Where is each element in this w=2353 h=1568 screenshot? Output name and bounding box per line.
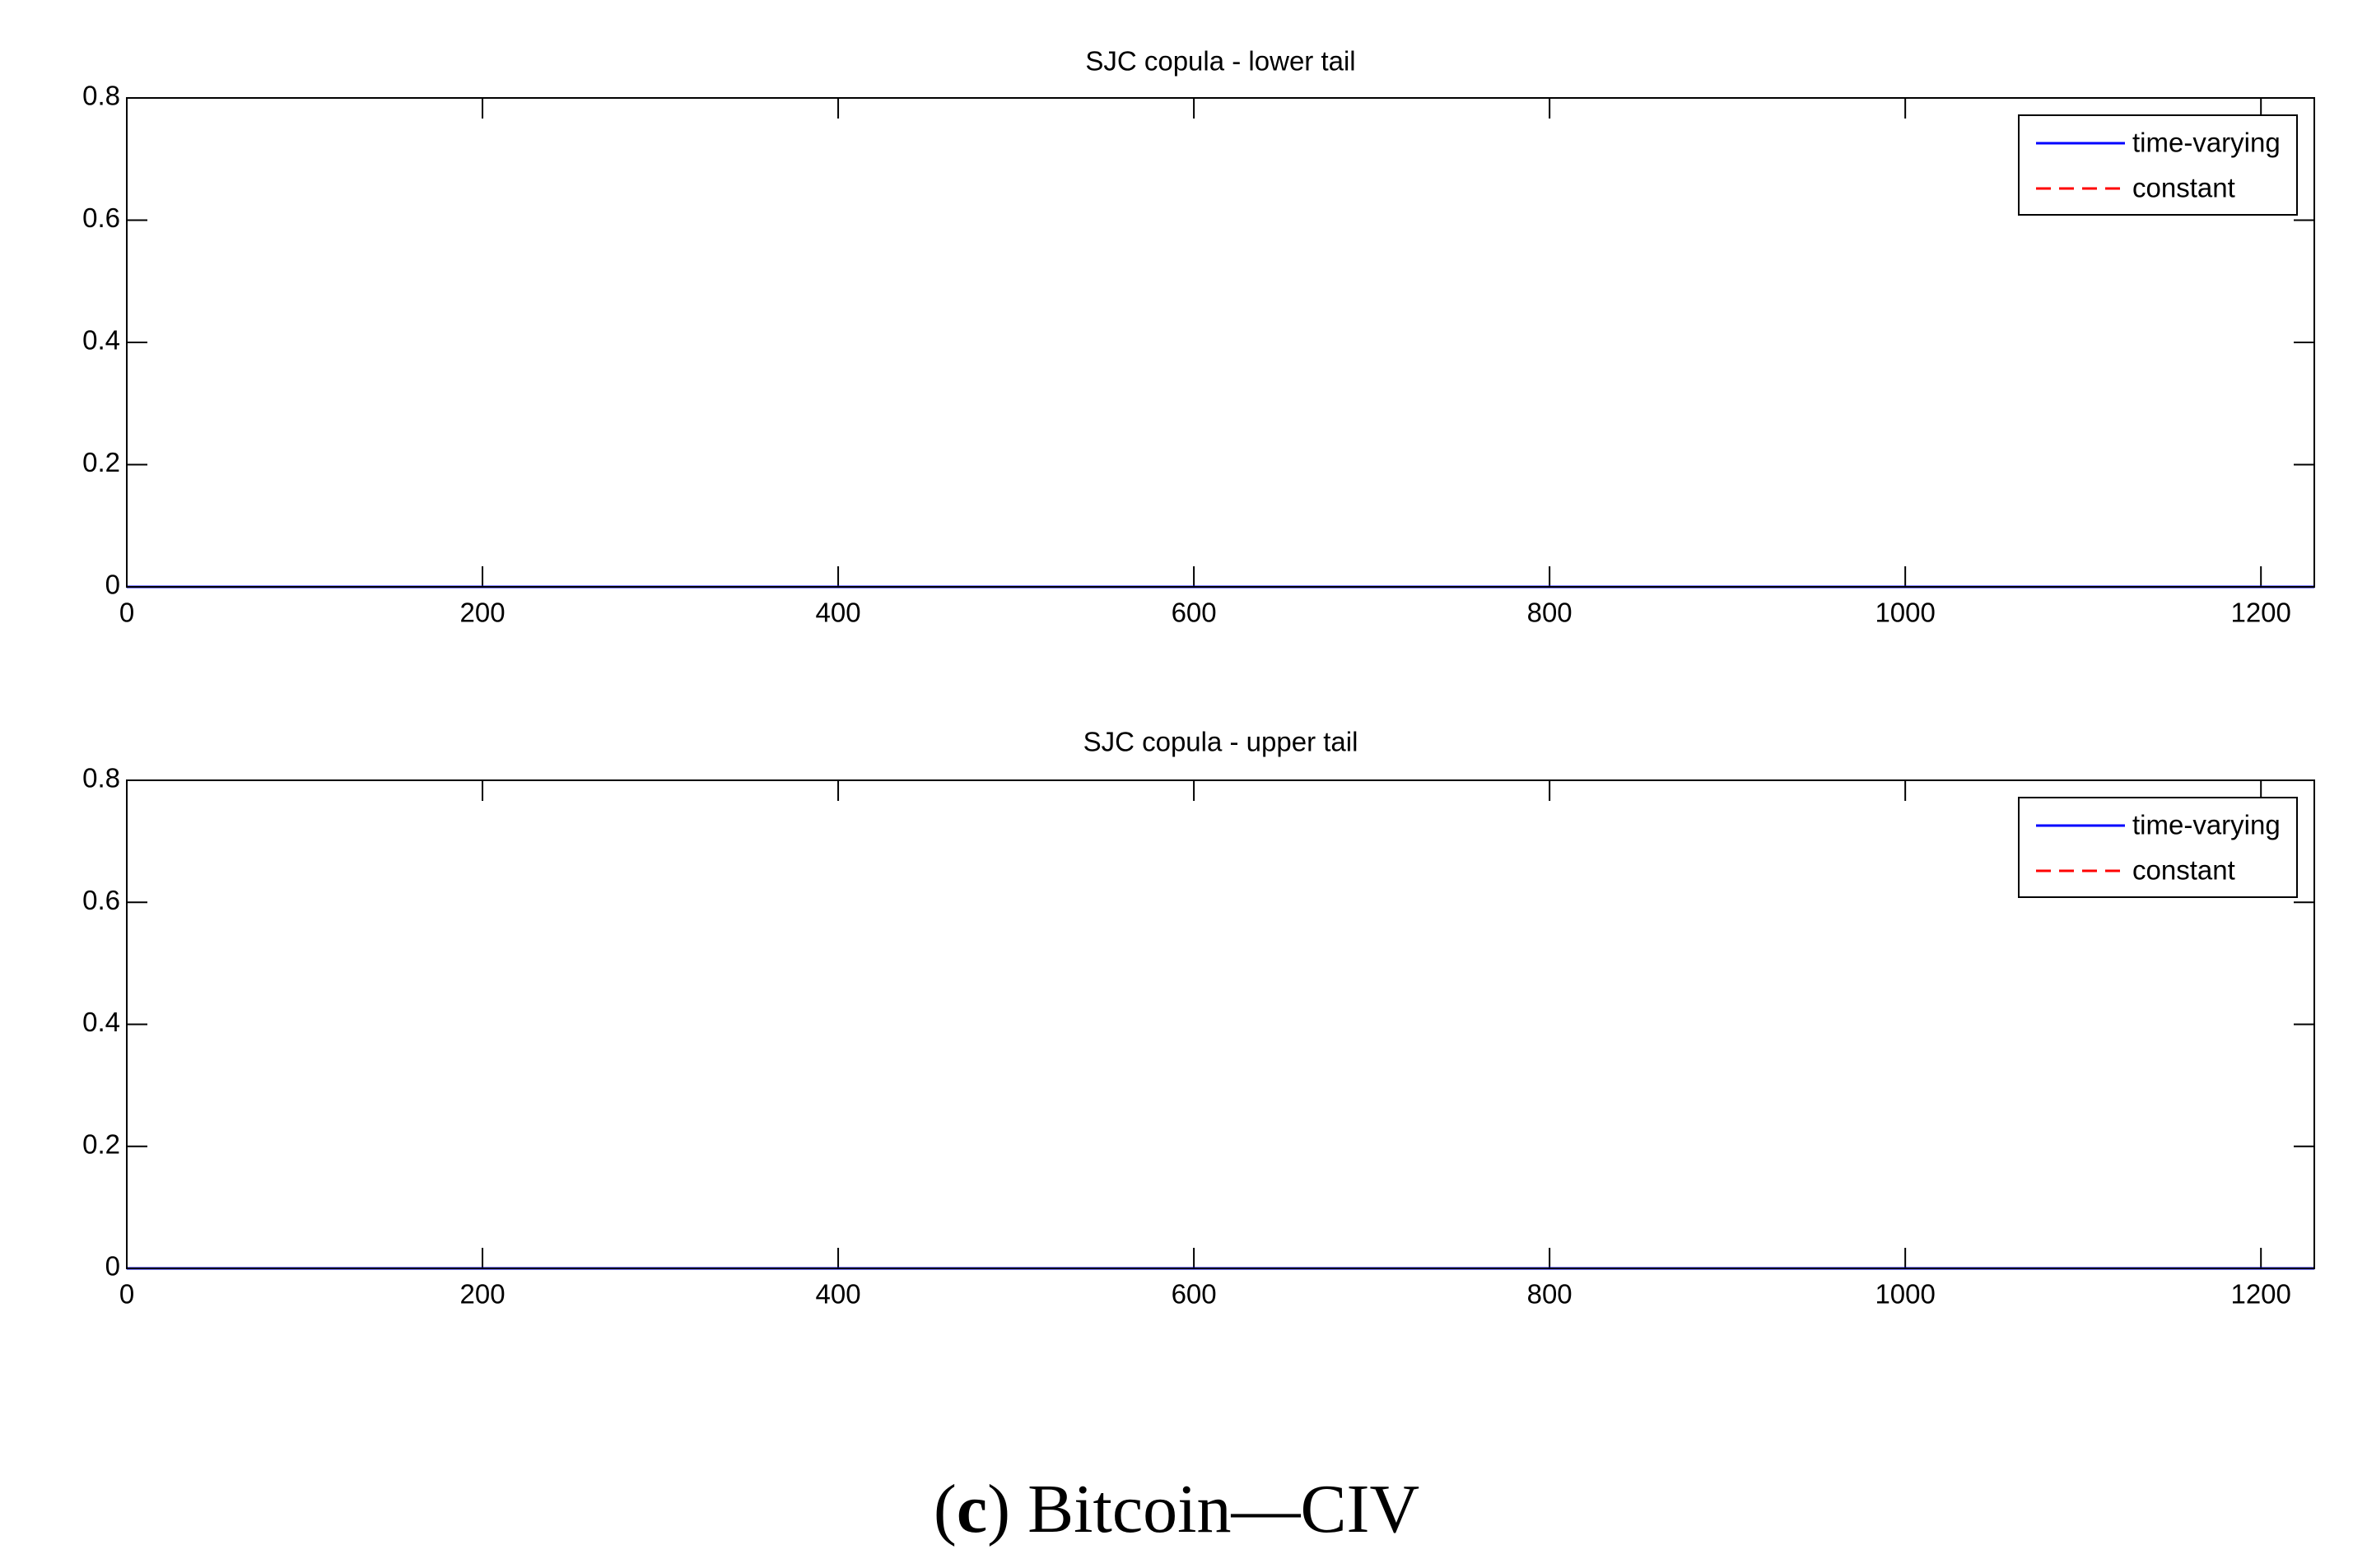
y-tick-label: 0	[105, 570, 120, 600]
legend-box	[2018, 797, 2298, 898]
legend: time-varying constant	[2018, 114, 2298, 216]
legend-label: constant	[2132, 173, 2235, 203]
axes-frame	[126, 779, 2315, 1269]
x-tick-label: 400	[816, 1279, 861, 1310]
legend-label: constant	[2132, 855, 2235, 886]
y-tick-label: 0.8	[82, 763, 120, 793]
x-tick-label: 600	[1172, 598, 1217, 628]
x-tick-label: 800	[1527, 598, 1573, 628]
x-tick-label: 1200	[2230, 598, 2290, 628]
x-tick-label: 200	[460, 598, 506, 628]
y-tick-label: 0.2	[82, 1128, 120, 1159]
plot-area	[127, 98, 2314, 587]
legend: time-varying constant	[2018, 797, 2298, 898]
x-tick-label: 800	[1527, 1279, 1573, 1310]
y-tick-label: 0.4	[82, 1007, 120, 1037]
x-tick-label: 400	[816, 598, 861, 628]
caption-part: (	[934, 1471, 957, 1547]
y-tick-label: 0	[105, 1251, 120, 1282]
y-tick-label: 0.6	[82, 885, 120, 915]
x-tick-label: 200	[460, 1279, 506, 1310]
x-tick-label: 1200	[2230, 1279, 2290, 1310]
chart-title: SJC copula - lower tail	[1085, 46, 1355, 77]
caption-part: ) Bitcoin—CIV	[987, 1471, 1419, 1547]
y-tick-label: 0.8	[82, 81, 120, 111]
plot-area	[127, 780, 2314, 1268]
x-tick-label: 600	[1172, 1279, 1217, 1310]
chart-panel: SJC copula - lower tail 0 0.2 0.4 0.6 0.8 0 200…	[82, 46, 2315, 628]
x-tick-label: 0	[119, 598, 134, 628]
x-tick-label: 1000	[1875, 598, 1935, 628]
legend-label: time-varying	[2132, 128, 2281, 158]
y-tick-label: 0.6	[82, 202, 120, 233]
axes-frame	[126, 97, 2315, 588]
chart-title: SJC copula - upper tail	[1083, 727, 1358, 757]
caption-label: c	[957, 1471, 987, 1547]
legend-label: time-varying	[2132, 810, 2281, 840]
x-tick-label: 0	[119, 1279, 134, 1310]
caption: (c) Bitcoin—CIV	[934, 1471, 1419, 1547]
x-tick-label: 1000	[1875, 1279, 1935, 1310]
chart-panel: SJC copula - upper tail 0 0.2 0.4 0.6 0.8 0 200…	[82, 727, 2315, 1310]
y-tick-label: 0.4	[82, 325, 120, 356]
legend-box	[2018, 114, 2298, 216]
y-tick-label: 0.2	[82, 447, 120, 477]
